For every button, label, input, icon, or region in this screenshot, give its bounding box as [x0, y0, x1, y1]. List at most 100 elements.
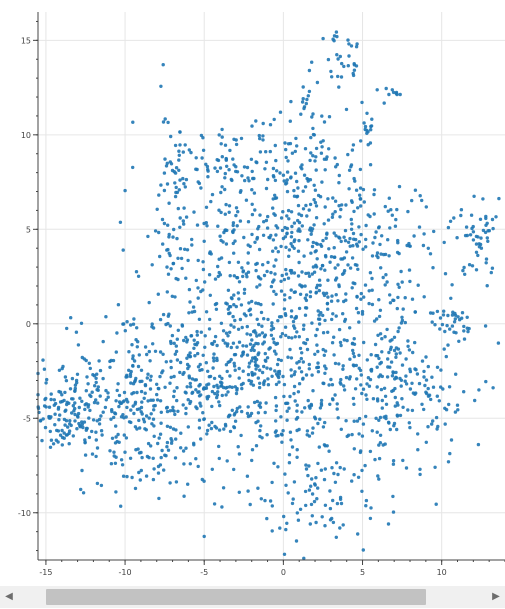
data-point [302, 173, 307, 177]
data-point [281, 374, 285, 379]
data-point [165, 182, 170, 186]
data-point [294, 316, 298, 320]
data-point [355, 419, 360, 423]
chevron-left-icon[interactable]: ◀ [5, 591, 13, 602]
data-point [131, 356, 135, 361]
data-point [248, 502, 252, 507]
data-point [391, 494, 395, 499]
data-point [296, 186, 300, 190]
data-point [305, 214, 309, 218]
data-point [224, 363, 229, 367]
data-point [224, 202, 228, 207]
y-tick-label: -10 [18, 509, 31, 518]
data-point [155, 392, 159, 397]
data-point [343, 239, 348, 243]
data-point [293, 171, 298, 175]
data-point [406, 339, 410, 343]
data-point [351, 363, 356, 367]
data-point [386, 238, 390, 242]
data-point [201, 148, 206, 152]
data-point [146, 372, 150, 376]
data-point [131, 165, 135, 170]
data-point [261, 138, 265, 142]
data-point [365, 382, 369, 386]
data-point [141, 417, 146, 421]
data-point [214, 301, 219, 306]
data-point [123, 329, 128, 333]
data-point [399, 321, 404, 325]
data-point [240, 354, 244, 358]
data-point [319, 398, 324, 403]
data-point [51, 442, 56, 446]
data-point [183, 390, 187, 394]
data-point [248, 414, 252, 418]
data-point [446, 313, 450, 318]
data-point [203, 345, 207, 349]
data-point [175, 337, 179, 341]
data-point [68, 419, 72, 423]
scrollbar-thumb[interactable] [46, 589, 426, 605]
data-point [479, 236, 483, 240]
data-point [245, 353, 250, 357]
data-point [387, 196, 391, 200]
data-point [348, 266, 353, 270]
horizontal-scrollbar[interactable]: ◀ ▶ [0, 586, 505, 608]
data-point [400, 363, 405, 367]
data-point [255, 285, 259, 289]
data-point [95, 388, 99, 392]
data-point [295, 179, 299, 184]
chevron-right-icon[interactable]: ▶ [492, 591, 500, 602]
data-point [213, 391, 217, 396]
data-point [227, 260, 232, 265]
data-point [215, 158, 219, 162]
data-point [140, 400, 144, 404]
data-point [393, 224, 398, 228]
data-point [240, 386, 244, 391]
data-point [309, 151, 313, 155]
data-point [176, 206, 180, 211]
data-point [288, 430, 293, 434]
data-point [279, 216, 284, 220]
data-point [265, 356, 270, 360]
data-point [472, 194, 476, 198]
data-point [104, 315, 108, 319]
data-point [164, 164, 169, 168]
data-point [295, 455, 299, 459]
data-point [382, 101, 386, 105]
data-point [384, 402, 389, 406]
data-point [135, 427, 139, 431]
data-point [287, 406, 291, 410]
data-point [207, 423, 211, 427]
data-point [196, 464, 200, 469]
data-point [169, 341, 173, 346]
data-point [138, 478, 142, 482]
data-point [244, 344, 249, 348]
data-point [218, 374, 222, 378]
data-point [75, 427, 79, 431]
data-point [178, 360, 183, 365]
data-point [224, 156, 228, 161]
data-point [467, 326, 471, 331]
data-point [446, 460, 451, 464]
data-point [400, 315, 404, 319]
data-point [286, 159, 290, 163]
data-point [313, 415, 317, 419]
data-point [117, 440, 121, 444]
data-point [295, 409, 299, 413]
data-point [370, 117, 374, 121]
data-point [478, 242, 483, 247]
data-point [70, 397, 74, 401]
data-point [388, 226, 392, 230]
data-point [252, 400, 257, 405]
data-point [41, 358, 45, 362]
data-point [437, 399, 441, 403]
data-point [456, 315, 460, 319]
data-point [280, 228, 285, 233]
data-point [465, 315, 469, 319]
data-point [149, 444, 153, 448]
data-point [397, 285, 401, 289]
data-point [442, 240, 446, 245]
data-point [350, 222, 354, 226]
data-point [250, 448, 255, 452]
data-point [212, 359, 216, 363]
